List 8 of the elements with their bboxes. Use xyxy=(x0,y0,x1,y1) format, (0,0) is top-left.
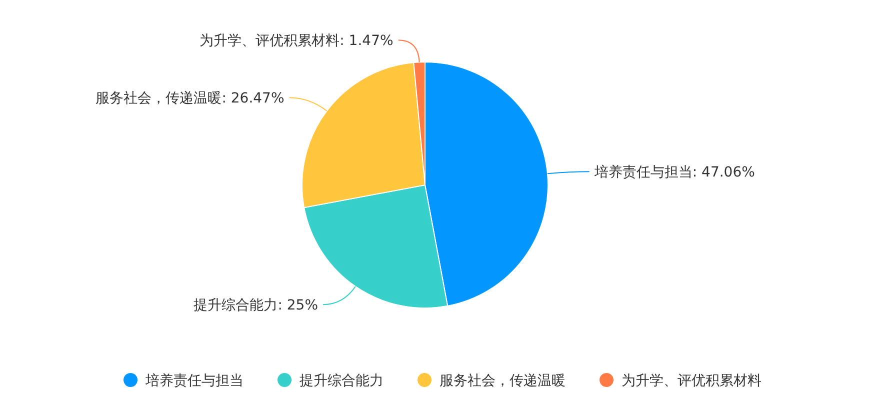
legend-label: 提升综合能力 xyxy=(300,373,384,389)
legend-label: 培养责任与担当 xyxy=(144,373,244,389)
legend-label: 服务社会，传递温暖 xyxy=(440,373,566,389)
slice-label: 服务社会，传递温暖 xyxy=(96,90,222,107)
slice-label: 为升学、评优积累材料 xyxy=(200,33,340,50)
legend-label: 为升学、评优积累材料 xyxy=(622,373,762,389)
slice-label: 培养责任与担当 xyxy=(593,164,692,181)
slice-label: 提升综合能力 xyxy=(194,298,278,314)
